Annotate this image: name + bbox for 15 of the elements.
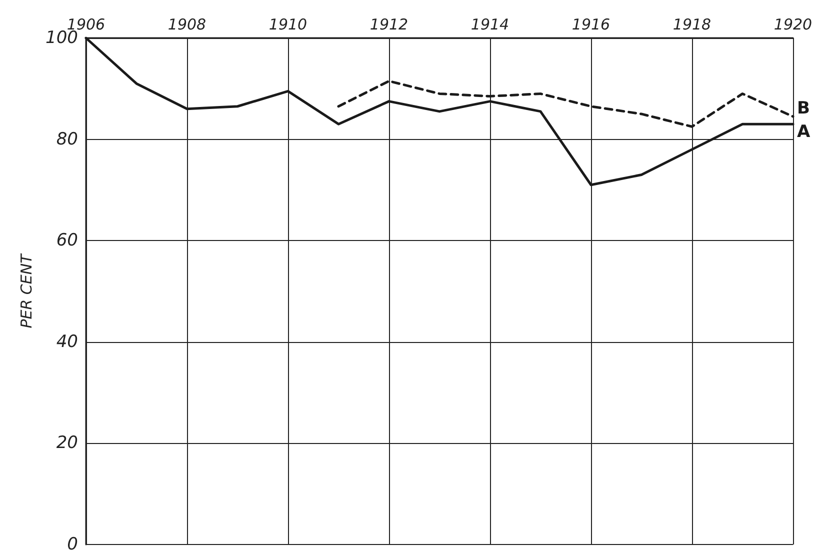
x-tick-label: 1914 <box>470 16 510 34</box>
x-tick-label: 1918 <box>672 16 712 34</box>
series-label: B <box>797 98 810 119</box>
x-tick-label: 1908 <box>168 16 206 34</box>
y-tick-label: 0 <box>67 534 78 553</box>
x-tick-label: 1916 <box>572 16 610 34</box>
y-tick-label: 40 <box>56 332 78 352</box>
x-tick-label: 1912 <box>370 16 408 34</box>
y-tick-label: 80 <box>56 129 78 150</box>
x-tick-label: 1910 <box>268 16 308 34</box>
y-tick-label: 20 <box>56 433 78 454</box>
x-tick-label: 1920 <box>774 16 812 34</box>
y-axis-title: PER CENT <box>18 252 36 328</box>
y-tick-label: 60 <box>56 230 78 251</box>
series-label: A <box>797 122 811 142</box>
